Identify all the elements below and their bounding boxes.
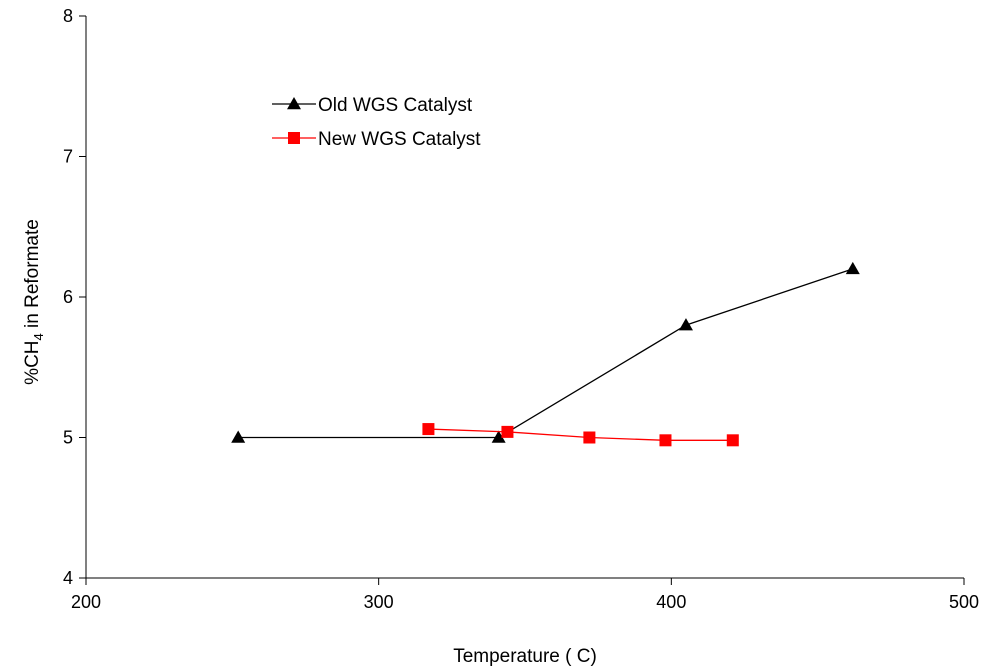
data-point-old-wgs-catalyst [231,430,246,443]
legend-label: Old WGS Catalyst [318,95,473,116]
series-old-wgs-catalyst [231,261,860,443]
y-axis-title: %CH4 in Reformate [22,219,46,385]
x-tick-label: 500 [949,592,979,612]
axes [85,16,964,579]
data-point-new-wgs-catalyst [726,434,739,447]
y-ticks: 4 5 6 7 8 [63,6,86,588]
legend-marker [288,132,300,144]
x-tick-label: 200 [71,592,101,612]
y-tick-label: 8 [63,6,73,26]
data-point-old-wgs-catalyst [678,318,693,331]
plot-area [231,261,860,447]
legend-item-new-wgs-catalyst: New WGS Catalyst [272,129,481,150]
legend-item-old-wgs-catalyst: Old WGS Catalyst [272,95,473,116]
data-point-new-wgs-catalyst [422,423,435,436]
y-axis-title-suffix: in Reformate [22,219,43,333]
y-axis-title-subscript: 4 [31,333,46,340]
x-tick-label: 400 [656,592,686,612]
data-point-old-wgs-catalyst [491,430,506,443]
y-axis-title-prefix: %CH [22,340,43,384]
data-point-new-wgs-catalyst [659,434,672,447]
y-tick-label: 5 [63,428,73,448]
y-tick-label: 4 [63,568,73,588]
x-axis-title: Temperature ( C) [453,646,597,667]
data-point-new-wgs-catalyst [583,431,596,444]
y-tick-label: 7 [63,147,73,167]
x-tick-label: 300 [364,592,394,612]
y-tick-label: 6 [63,287,73,307]
data-point-old-wgs-catalyst [845,261,860,275]
data-point-new-wgs-catalyst [501,425,514,438]
series-line-old-wgs-catalyst [238,268,853,439]
legend: Old WGS Catalyst New WGS Catalyst [272,95,481,150]
legend-label: New WGS Catalyst [318,129,481,150]
series-line-new-wgs-catalyst [428,428,733,441]
legend-marker [287,97,301,110]
series-new-wgs-catalyst [422,423,739,447]
x-ticks: 200 300 400 500 [71,578,979,612]
